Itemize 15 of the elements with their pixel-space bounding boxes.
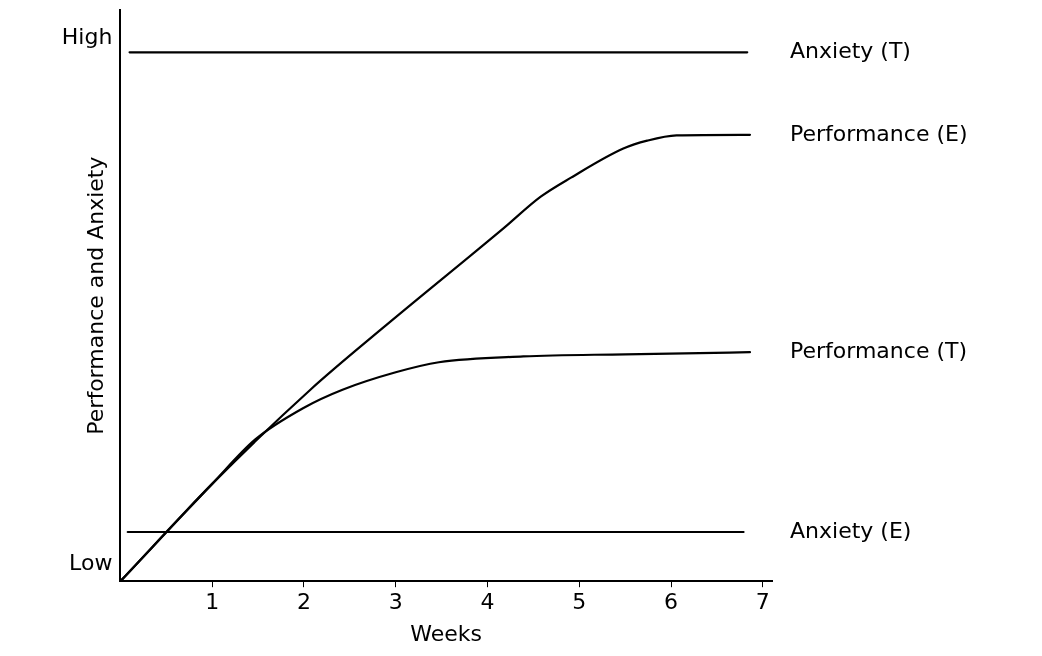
x-tick-label: 6 [664, 589, 679, 615]
series-label: Performance (E) [790, 120, 968, 146]
text: High [61, 24, 113, 50]
x-tick-label: 7 [755, 589, 770, 615]
x-tick-label: 4 [480, 589, 495, 615]
x-tick-label: 2 [296, 589, 311, 615]
text: Anxiety (E) [790, 517, 912, 543]
y-axis-title: Performance and Anxiety [82, 156, 108, 435]
text: Low [69, 549, 113, 575]
series-label: Performance (T) [790, 337, 968, 363]
x-tick-label: 1 [205, 589, 220, 615]
series-label: Anxiety (T) [790, 38, 911, 64]
x-tick-label: 5 [572, 589, 587, 615]
x-tick-label: 3 [388, 589, 403, 615]
x-axis-title: Weeks [410, 620, 483, 646]
